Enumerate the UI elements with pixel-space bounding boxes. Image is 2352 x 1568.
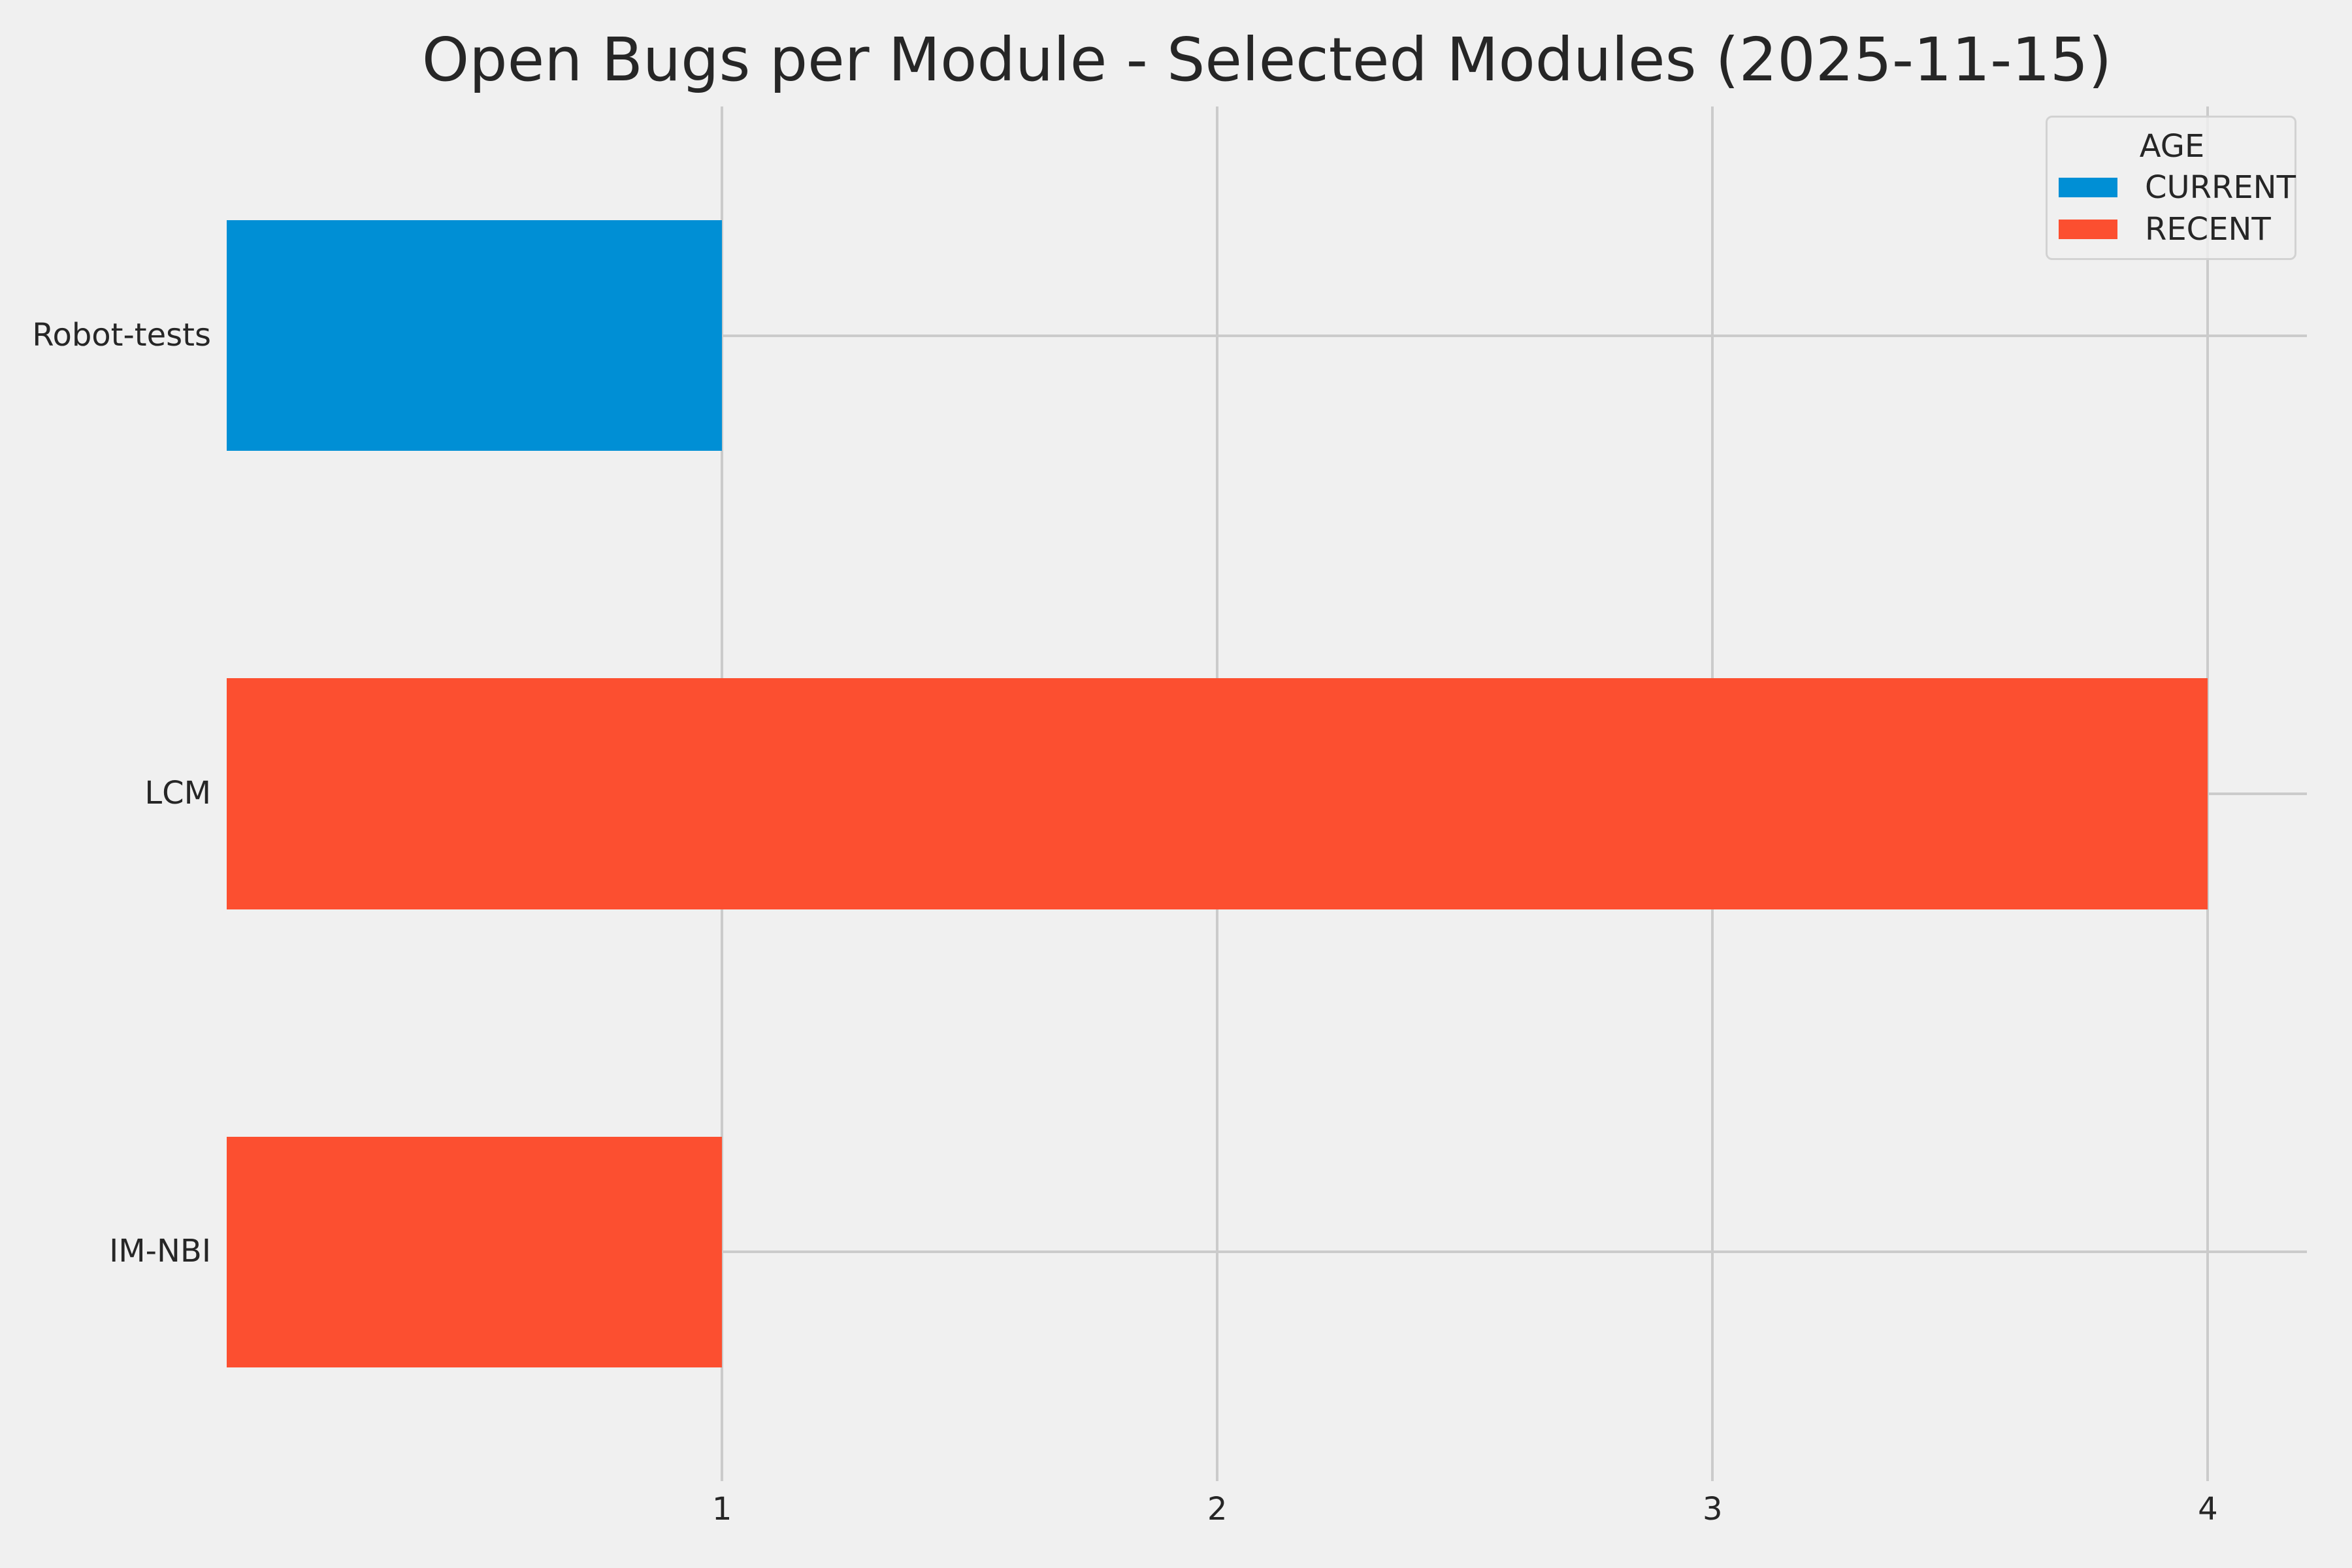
legend-swatch-current (2059, 178, 2117, 198)
y-tick-label-im-nbi: IM-NBI (109, 1233, 211, 1270)
legend-item-current: CURRENT (2059, 171, 2296, 204)
gridline-y-robot-tests (227, 334, 2307, 337)
legend-label: CURRENT (2145, 169, 2296, 206)
gridline-y-im-nbi (227, 1250, 2307, 1254)
chart-title: Open Bugs per Module - Selected Modules … (421, 25, 2112, 95)
y-tick-label-lcm: LCM (144, 774, 211, 811)
x-tick-label-2: 2 (1207, 1491, 1228, 1527)
bar-robot-tests (227, 220, 723, 451)
y-tick-label-robot-tests: Robot-tests (32, 316, 211, 353)
legend-item-recent: RECENT (2059, 210, 2285, 248)
legend: AGE CURRENT RECENT (2046, 116, 2296, 260)
legend-title: AGE (2139, 127, 2205, 165)
x-tick-label-4: 4 (2198, 1491, 2218, 1527)
x-tick-label-3: 3 (1703, 1491, 1723, 1527)
x-tick-label-1: 1 (711, 1491, 732, 1527)
plot-area (227, 106, 2307, 1481)
bar-lcm (227, 678, 2208, 909)
legend-label: RECENT (2145, 210, 2271, 248)
legend-swatch-recent (2059, 219, 2117, 239)
bar-im-nbi (227, 1136, 723, 1368)
